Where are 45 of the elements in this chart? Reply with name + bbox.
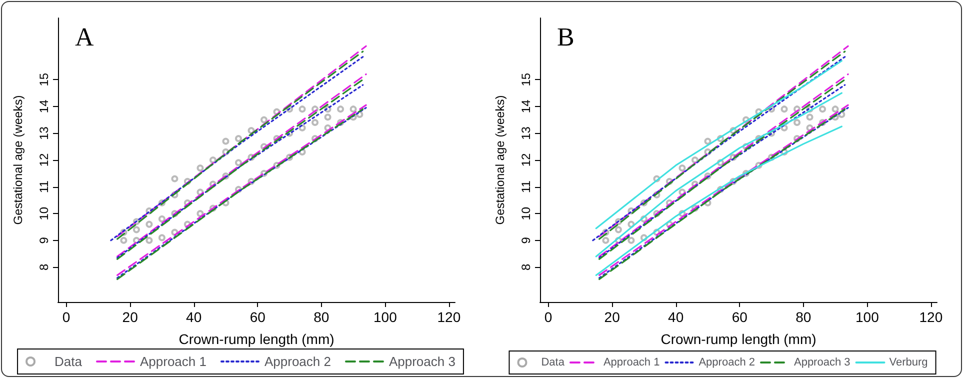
- x-tick-label: 60: [250, 309, 266, 325]
- legend-label: Approach 3: [794, 356, 850, 368]
- y-tick-label: 13: [519, 126, 533, 140]
- legend-label: Data: [541, 356, 566, 368]
- x-tick-label: 0: [62, 309, 70, 325]
- x-tick-label: 80: [796, 309, 812, 325]
- x-tick-label: 20: [122, 309, 138, 325]
- x-tick-label: 100: [855, 309, 880, 325]
- x-tick-label: 20: [604, 309, 620, 325]
- y-tick-label: 10: [37, 206, 51, 220]
- legend-label: Verburg: [889, 356, 928, 368]
- y-tick-label: 10: [519, 206, 533, 220]
- y-axis-title: Gestational age (weeks): [11, 95, 25, 225]
- x-tick-label: 80: [314, 309, 330, 325]
- legend-label: Data: [54, 354, 83, 369]
- y-tick-label: 15: [37, 72, 51, 86]
- legend-label: Approach 1: [603, 356, 660, 368]
- y-tick-label: 8: [37, 264, 51, 271]
- chart-title: A: [75, 22, 94, 52]
- x-tick-label: 60: [732, 309, 748, 325]
- x-axis-title: Crown-rump length (mm): [178, 331, 334, 347]
- y-tick-label: 14: [37, 99, 51, 114]
- legend-label: Approach 3: [388, 354, 456, 369]
- x-tick-label: 40: [668, 309, 684, 325]
- y-tick-label: 12: [37, 153, 51, 167]
- legend-label: Approach 1: [140, 354, 206, 369]
- y-axis-title: Gestational age (weeks): [493, 95, 507, 225]
- x-tick-label: 100: [373, 309, 398, 325]
- legend-label: Approach 2: [264, 354, 331, 369]
- legend-label: Approach 2: [698, 356, 755, 368]
- y-tick-label: 15: [519, 72, 533, 86]
- x-tick-label: 120: [437, 309, 461, 325]
- y-tick-label: 12: [519, 153, 533, 167]
- x-tick-label: 120: [919, 309, 943, 325]
- x-tick-label: 40: [186, 309, 202, 325]
- x-tick-label: 0: [544, 309, 552, 325]
- chart-title: B: [557, 22, 574, 52]
- y-tick-label: 14: [519, 99, 533, 114]
- y-tick-label: 13: [37, 126, 51, 140]
- y-tick-label: 9: [519, 236, 533, 244]
- y-tick-label: 11: [519, 180, 533, 194]
- y-tick-label: 9: [37, 236, 51, 244]
- y-tick-label: 8: [519, 264, 533, 271]
- y-tick-label: 11: [37, 180, 51, 194]
- x-axis-title: Crown-rump length (mm): [660, 331, 816, 347]
